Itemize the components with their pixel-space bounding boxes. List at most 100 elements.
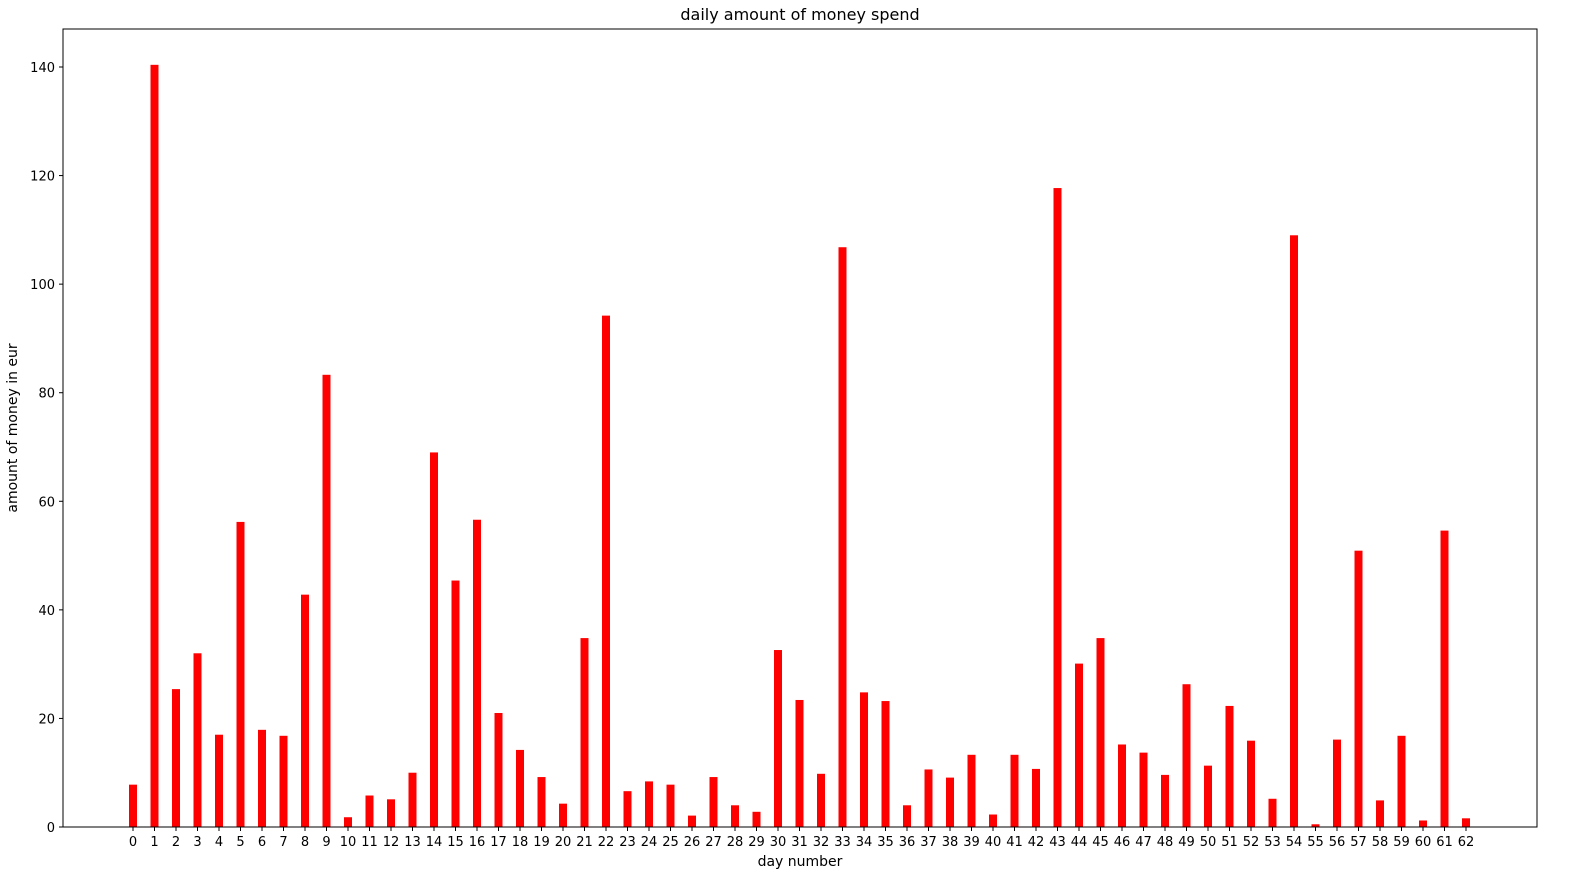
- x-tick-label: 35: [877, 835, 894, 850]
- x-tick-label: 30: [770, 835, 787, 850]
- x-tick-label: 34: [856, 835, 873, 850]
- x-tick-label: 12: [383, 835, 400, 850]
- bar-day-7: [279, 735, 288, 827]
- bars-group: [129, 64, 1470, 828]
- x-tick-label: 37: [920, 835, 937, 850]
- x-tick-label: 62: [1458, 835, 1475, 850]
- x-tick-label: 32: [813, 835, 830, 850]
- y-tick-label: 0: [47, 821, 55, 836]
- bar-day-14: [430, 452, 438, 827]
- x-tick-label: 43: [1049, 835, 1066, 850]
- bar-day-42: [1032, 768, 1040, 827]
- bar-day-11: [365, 795, 374, 827]
- x-tick-label: 58: [1372, 835, 1389, 850]
- bar-day-31: [795, 699, 804, 827]
- x-tick-label: 55: [1307, 835, 1324, 850]
- x-tick-label: 18: [512, 835, 529, 850]
- bar-day-57: [1354, 550, 1363, 827]
- bar-day-53: [1268, 798, 1277, 827]
- bar-day-47: [1139, 752, 1148, 827]
- bar-day-29: [752, 811, 761, 827]
- x-tick-label: 36: [899, 835, 916, 850]
- bar-day-37: [924, 769, 933, 827]
- bar-day-54: [1290, 235, 1298, 828]
- bar-day-39: [967, 754, 976, 827]
- x-tick-label: 0: [129, 835, 137, 850]
- x-tick-label: 27: [705, 835, 722, 850]
- bar-day-58: [1376, 800, 1384, 827]
- x-tick-label: 15: [447, 835, 464, 850]
- x-tick-label: 39: [963, 835, 980, 850]
- bar-day-32: [817, 773, 825, 827]
- bar-day-28: [731, 805, 739, 827]
- y-axis-label: amount of money in eur: [5, 343, 21, 513]
- x-tick-label: 1: [150, 835, 158, 850]
- x-tick-label: 59: [1393, 835, 1410, 850]
- x-axis-label: day number: [758, 854, 843, 870]
- x-tick-label: 54: [1286, 835, 1303, 850]
- x-tick-label: 22: [598, 835, 615, 850]
- x-tick-label: 31: [791, 835, 808, 850]
- bar-day-19: [537, 777, 546, 827]
- y-axis: 0 20 40 60 80 100 120 140: [30, 61, 63, 836]
- x-tick-label: 61: [1436, 835, 1453, 850]
- bar-day-62: [1462, 818, 1470, 827]
- bar-day-43: [1053, 188, 1062, 828]
- x-tick-label: 19: [533, 835, 550, 850]
- y-tick-label: 120: [30, 170, 55, 185]
- y-tick-label: 100: [30, 278, 55, 293]
- bar-day-55: [1311, 824, 1320, 827]
- chart-title: daily amount of money spend: [680, 5, 919, 24]
- x-tick-label: 50: [1200, 835, 1217, 850]
- bar-day-50: [1204, 765, 1212, 827]
- bar-day-38: [946, 777, 954, 827]
- bar-day-1: [150, 64, 159, 828]
- bar-day-18: [516, 749, 524, 827]
- x-tick-label: 56: [1329, 835, 1346, 850]
- bar-day-36: [903, 805, 911, 827]
- x-tick-label: 29: [748, 835, 765, 850]
- x-tick-label: 11: [361, 835, 378, 850]
- x-tick-label: 25: [662, 835, 679, 850]
- bar-day-23: [623, 791, 632, 827]
- x-tick-label: 28: [727, 835, 744, 850]
- x-tick-label: 13: [404, 835, 421, 850]
- y-tick-label: 140: [30, 61, 55, 76]
- bar-day-52: [1247, 740, 1255, 827]
- x-tick-label: 52: [1243, 835, 1260, 850]
- bar-day-34: [860, 692, 868, 827]
- bar-day-41: [1010, 754, 1019, 827]
- bar-day-8: [301, 594, 309, 827]
- x-tick-label: 51: [1221, 835, 1238, 850]
- bar-day-13: [408, 772, 417, 827]
- bar-day-3: [193, 653, 202, 827]
- x-tick-label: 8: [301, 835, 309, 850]
- x-tick-label: 38: [942, 835, 959, 850]
- x-tick-label: 46: [1114, 835, 1131, 850]
- bar-day-40: [989, 814, 997, 827]
- x-tick-label: 20: [555, 835, 572, 850]
- x-axis: 0 1 2 3 4 5 6 7 8 9 10 11 12 13 14 15 16 17 18 19 20 21 22 23 24…: [129, 827, 1474, 850]
- bar-day-48: [1161, 774, 1169, 827]
- bar-day-20: [559, 803, 567, 827]
- bar-day-22: [602, 315, 610, 827]
- x-tick-label: 9: [322, 835, 330, 850]
- bar-day-4: [215, 734, 223, 827]
- bar-day-16: [473, 519, 481, 827]
- bar-day-27: [709, 777, 718, 827]
- bar-day-49: [1182, 684, 1191, 827]
- x-tick-label: 48: [1157, 835, 1174, 850]
- x-tick-label: 21: [576, 835, 593, 850]
- bar-day-44: [1075, 663, 1083, 827]
- x-tick-label: 47: [1135, 835, 1152, 850]
- bar-day-61: [1440, 530, 1449, 827]
- x-tick-label: 17: [490, 835, 507, 850]
- x-tick-label: 10: [340, 835, 357, 850]
- x-tick-label: 16: [469, 835, 486, 850]
- bar-day-51: [1225, 705, 1234, 827]
- x-tick-label: 6: [258, 835, 266, 850]
- bar-day-12: [387, 799, 395, 827]
- bar-day-56: [1333, 739, 1341, 827]
